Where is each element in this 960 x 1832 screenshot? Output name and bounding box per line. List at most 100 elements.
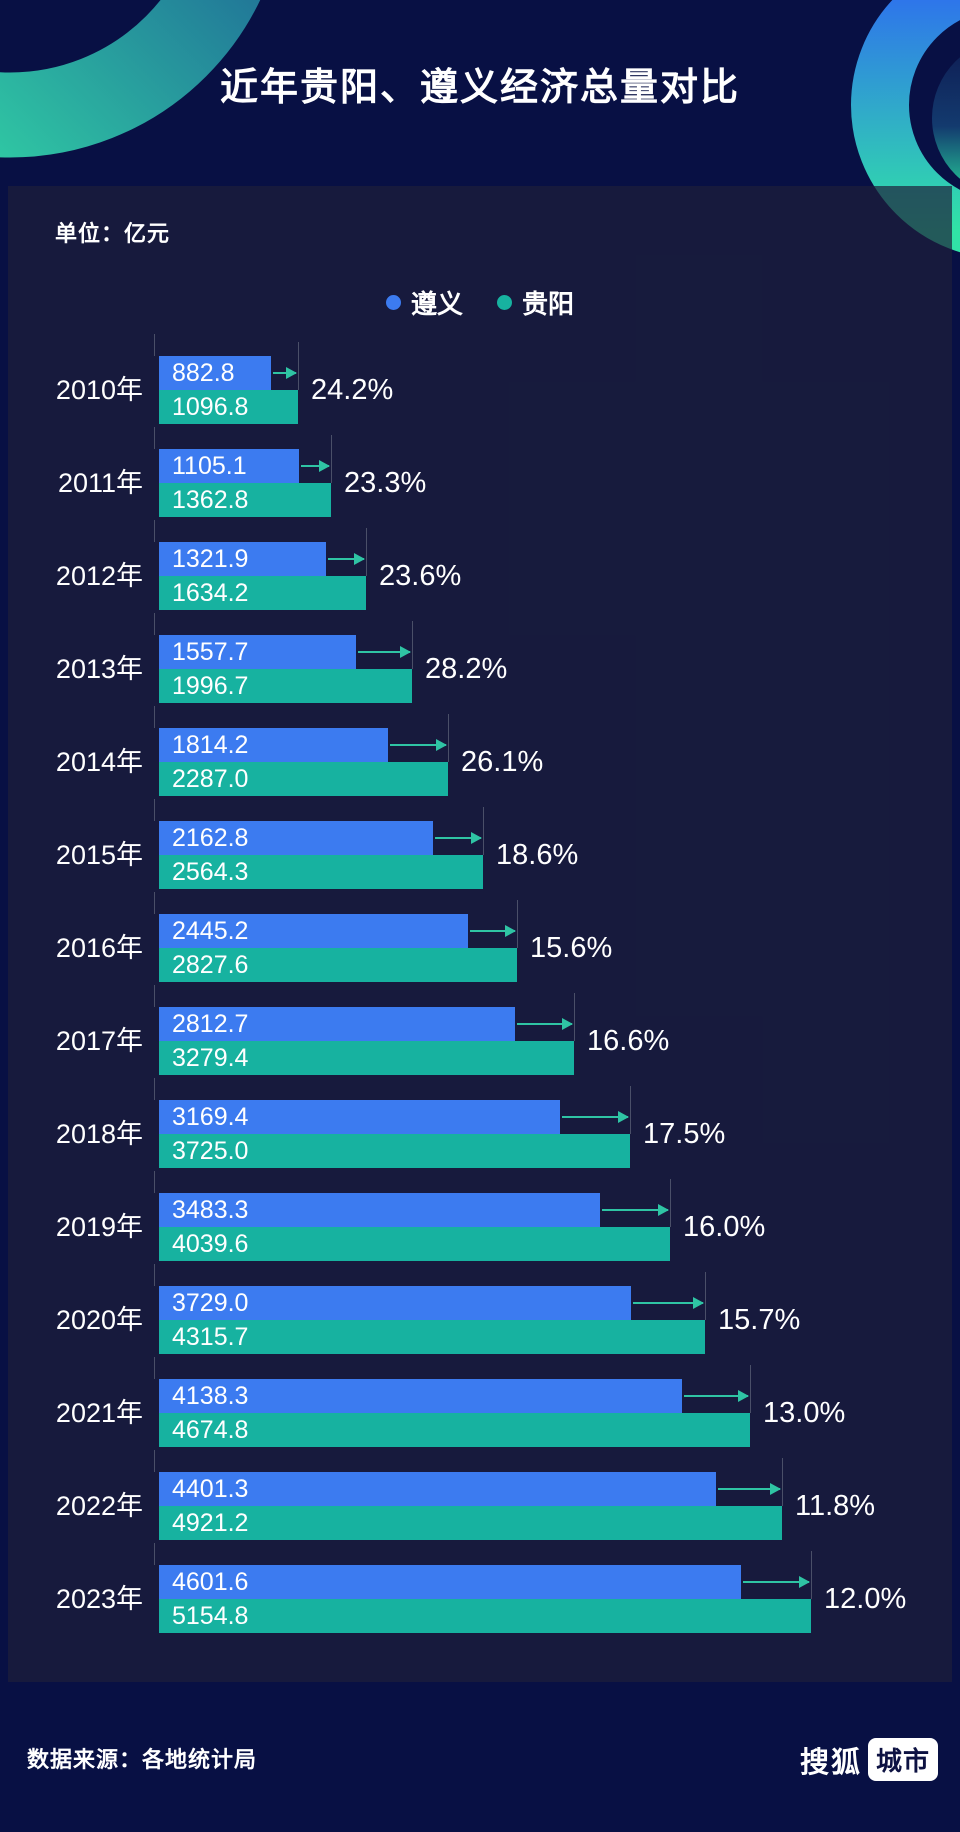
chart-row: 2010年 882.8 1096.8 24.2% [55, 334, 960, 424]
zunyi-bar: 4138.3 [159, 1379, 682, 1413]
sohu-city-logo: 搜狐 城市 [800, 1738, 938, 1781]
zunyi-value-label: 2812.7 [172, 1009, 249, 1038]
year-label: 2015年 [55, 840, 143, 870]
percent-label: 18.6% [496, 839, 579, 871]
growth-arrow-icon [390, 739, 447, 751]
bar-group: 1105.1 1362.8 23.3% [154, 427, 960, 517]
guiyang-bar: 1996.7 [159, 669, 412, 703]
zunyi-bar: 3729.0 [159, 1286, 631, 1320]
bar-group: 2162.8 2564.3 18.6% [154, 799, 960, 889]
year-label: 2014年 [55, 747, 143, 777]
guiyang-dot-icon [497, 295, 512, 310]
guiyang-bar: 1362.8 [159, 483, 331, 517]
percent-label: 15.6% [530, 932, 613, 964]
growth-arrow-icon [470, 925, 516, 937]
data-source-label: 数据来源：各地统计局 [27, 1747, 258, 1772]
guiyang-bar: 2827.6 [159, 948, 517, 982]
zunyi-bar: 3169.4 [159, 1100, 560, 1134]
growth-arrow-icon [435, 832, 482, 844]
zunyi-bar: 1321.9 [159, 542, 326, 576]
city-logo-badge: 城市 [867, 1738, 938, 1781]
chart-row: 2011年 1105.1 1362.8 23.3% [55, 427, 960, 517]
zunyi-bar: 2445.2 [159, 914, 468, 948]
bar-group: 4601.6 5154.8 12.0% [154, 1543, 960, 1633]
chart-row: 2020年 3729.0 4315.7 15.7% [55, 1264, 960, 1354]
guiyang-value-label: 5154.8 [172, 1601, 249, 1630]
guiyang-value-label: 4039.6 [172, 1229, 249, 1258]
guiyang-value-label: 3279.4 [172, 1043, 249, 1072]
chart-row: 2021年 4138.3 4674.8 13.0% [55, 1357, 960, 1447]
bar-group: 2445.2 2827.6 15.6% [154, 892, 960, 982]
chart-row: 2018年 3169.4 3725.0 17.5% [55, 1078, 960, 1168]
guiyang-value-label: 1362.8 [172, 485, 249, 514]
zunyi-value-label: 882.8 [172, 358, 235, 387]
guiyang-bar: 5154.8 [159, 1599, 811, 1633]
year-label: 2010年 [55, 375, 143, 405]
end-tick [412, 621, 413, 669]
axis-tick [154, 1543, 155, 1565]
percent-label: 13.0% [763, 1397, 846, 1429]
year-label: 2016年 [55, 933, 143, 963]
percent-label: 15.7% [718, 1304, 801, 1336]
end-tick [670, 1179, 671, 1227]
chart-row: 2019年 3483.3 4039.6 16.0% [55, 1171, 960, 1261]
guiyang-value-label: 2287.0 [172, 764, 249, 793]
year-label: 2023年 [55, 1584, 143, 1614]
zunyi-dot-icon [385, 295, 401, 310]
percent-label: 24.2% [311, 374, 394, 406]
year-label: 2017年 [55, 1026, 143, 1056]
zunyi-bar: 3483.3 [159, 1193, 600, 1227]
year-label: 2020年 [55, 1305, 143, 1335]
year-label: 2018年 [55, 1119, 143, 1149]
end-tick [331, 435, 332, 483]
guiyang-bar: 3279.4 [159, 1041, 574, 1075]
growth-arrow-icon [358, 646, 411, 658]
zunyi-value-label: 4401.3 [172, 1474, 249, 1503]
zunyi-value-label: 3169.4 [172, 1102, 249, 1131]
zunyi-value-label: 4138.3 [172, 1381, 249, 1410]
guiyang-value-label: 2827.6 [172, 950, 249, 979]
legend-item-guiyang: 贵阳 [497, 284, 574, 321]
axis-tick [154, 892, 155, 914]
guiyang-bar: 4921.2 [159, 1506, 782, 1540]
bar-group: 3169.4 3725.0 17.5% [154, 1078, 960, 1168]
decorative-ring-top-right [851, 0, 960, 253]
growth-arrow-icon [743, 1576, 810, 1588]
end-tick [366, 528, 367, 576]
guiyang-bar: 2564.3 [159, 855, 483, 889]
percent-label: 16.6% [587, 1025, 670, 1057]
growth-arrow-icon [562, 1111, 629, 1123]
guiyang-bar: 1096.8 [159, 390, 298, 424]
zunyi-bar: 2162.8 [159, 821, 433, 855]
guiyang-value-label: 2564.3 [172, 857, 249, 886]
percent-label: 12.0% [824, 1583, 907, 1615]
growth-arrow-icon [517, 1018, 573, 1030]
sohu-logo-text: 搜狐 [799, 1746, 862, 1779]
zunyi-value-label: 2162.8 [172, 823, 249, 852]
end-tick [298, 342, 299, 390]
guiyang-bar: 3725.0 [159, 1134, 630, 1168]
chart-row: 2022年 4401.3 4921.2 11.8% [55, 1450, 960, 1540]
end-tick [811, 1551, 812, 1599]
year-label: 2012年 [55, 561, 143, 591]
guiyang-value-label: 1634.2 [172, 578, 249, 607]
end-tick [750, 1365, 751, 1413]
axis-tick [154, 1171, 155, 1193]
zunyi-bar: 1814.2 [159, 728, 388, 762]
axis-tick [154, 1450, 155, 1472]
zunyi-value-label: 4601.6 [172, 1567, 249, 1596]
percent-label: 26.1% [461, 746, 544, 778]
year-label: 2019年 [55, 1212, 143, 1242]
percent-label: 11.8% [795, 1490, 876, 1522]
guiyang-value-label: 3725.0 [172, 1136, 249, 1165]
chart-row: 2014年 1814.2 2287.0 26.1% [55, 706, 960, 796]
guiyang-value-label: 1096.8 [172, 392, 249, 421]
chart-row: 2016年 2445.2 2827.6 15.6% [55, 892, 960, 982]
axis-tick [154, 1264, 155, 1286]
growth-arrow-icon [684, 1390, 749, 1402]
chart-row: 2015年 2162.8 2564.3 18.6% [55, 799, 960, 889]
legend-label-guiyang: 贵阳 [522, 289, 575, 319]
legend-label-zunyi: 遵义 [410, 289, 463, 319]
end-tick [630, 1086, 631, 1134]
zunyi-value-label: 1814.2 [172, 730, 249, 759]
